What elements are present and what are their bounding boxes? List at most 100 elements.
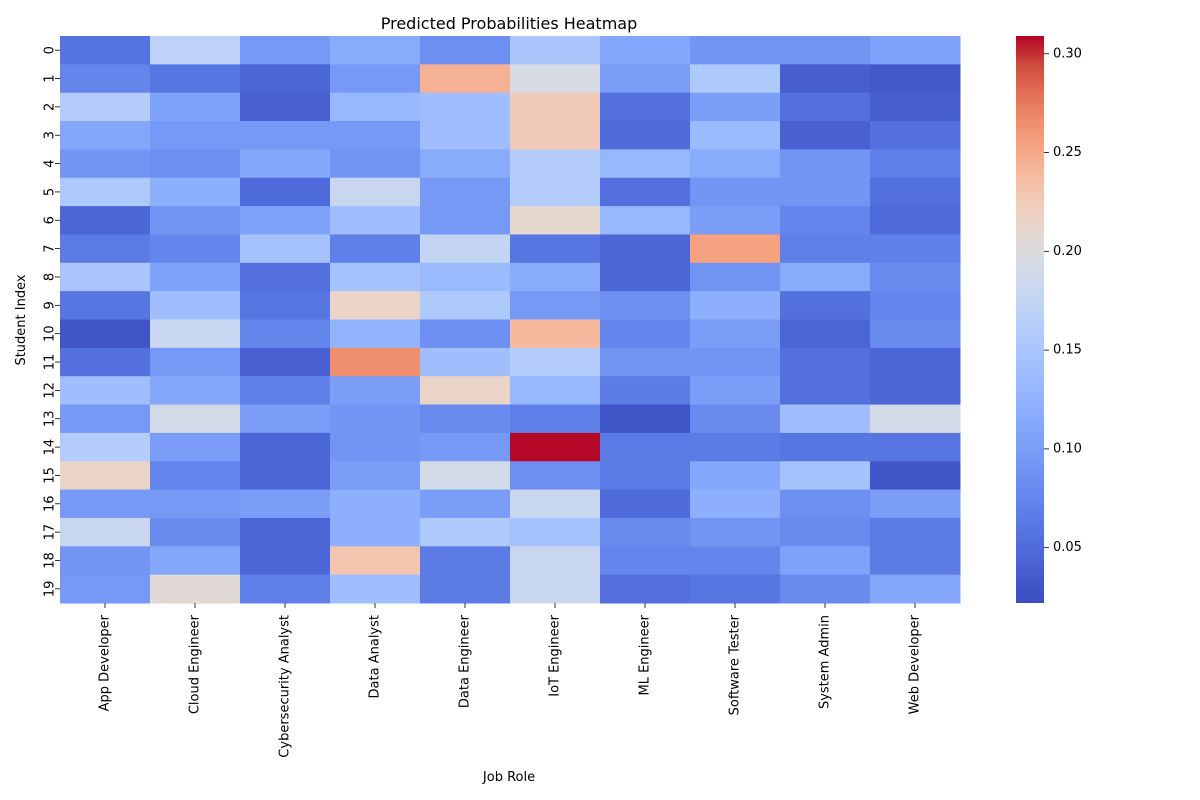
heatmap-cell	[330, 347, 421, 377]
y-tick-label: 19	[43, 581, 58, 598]
heatmap-cell	[150, 432, 241, 462]
heatmap-cell	[60, 92, 151, 122]
heatmap-cell	[600, 262, 691, 292]
heatmap-cell	[510, 517, 601, 547]
heatmap-cell	[690, 64, 781, 94]
y-tick-label: 0	[43, 46, 58, 54]
heatmap-cell	[780, 36, 871, 65]
heatmap-cell	[240, 347, 331, 377]
heatmap-cell	[60, 574, 151, 604]
heatmap-cell	[600, 546, 691, 576]
heatmap-cell	[240, 517, 331, 547]
heatmap-cell	[150, 121, 241, 150]
heatmap-cell	[150, 546, 241, 576]
heatmap-cell	[780, 149, 871, 179]
heatmap-cell	[420, 376, 511, 406]
heatmap-cell	[420, 36, 511, 65]
heatmap-cell	[60, 404, 151, 434]
heatmap-cell	[870, 262, 961, 292]
heatmap-cell	[690, 149, 781, 179]
y-axis-label: Student Index	[14, 274, 29, 365]
heatmap-cell	[240, 121, 331, 150]
heatmap-cell	[510, 234, 601, 264]
chart-title: Predicted Probabilities Heatmap	[381, 14, 638, 33]
heatmap-cell	[240, 432, 331, 462]
x-tick-label: System Admin	[818, 615, 833, 709]
heatmap-cell	[330, 92, 421, 122]
heatmap-cell	[240, 291, 331, 320]
heatmap-cell	[240, 376, 331, 406]
heatmap-cell	[420, 92, 511, 122]
heatmap-cell	[60, 432, 151, 462]
heatmap-cell	[60, 262, 151, 292]
heatmap-cell	[690, 177, 781, 207]
y-tick-label: 16	[43, 496, 58, 513]
heatmap-cell	[870, 489, 961, 519]
heatmap-cell	[60, 121, 151, 150]
x-axis-label: Job Role	[482, 770, 535, 785]
heatmap-cell	[240, 36, 331, 65]
heatmap-cell	[780, 262, 871, 292]
heatmap-cell	[150, 489, 241, 519]
heatmap-cell	[600, 574, 691, 604]
colorbar-ticks: 0.05 0.10 0.15 0.20 0.25 0.30	[1044, 46, 1082, 555]
x-tick-label: App Developer	[98, 614, 113, 711]
heatmap-cell	[420, 489, 511, 519]
y-tick-label: 15	[43, 467, 58, 484]
heatmap-cell	[420, 206, 511, 235]
heatmap-cell	[60, 489, 151, 519]
heatmap-cell	[330, 404, 421, 434]
heatmap-cell	[60, 234, 151, 264]
y-tick-label: 11	[43, 354, 58, 371]
heatmap-cell	[420, 64, 511, 94]
heatmap-cell	[780, 291, 871, 320]
heatmap-cell	[420, 461, 511, 491]
heatmap-cell	[510, 206, 601, 235]
heatmap-cell	[870, 291, 961, 320]
y-tick-label: 3	[43, 131, 58, 139]
heatmap-cell	[870, 574, 961, 604]
heatmap-cell	[780, 347, 871, 377]
heatmap-cell	[60, 64, 151, 94]
heatmap-cell	[60, 347, 151, 377]
heatmap-cell	[780, 206, 871, 235]
heatmap-cell	[420, 404, 511, 434]
heatmap-cell	[690, 234, 781, 264]
x-tick-label: Cybersecurity Analyst	[278, 615, 293, 758]
heatmap-cell	[600, 319, 691, 349]
heatmap-cell	[330, 461, 421, 491]
heatmap-cell	[600, 121, 691, 150]
heatmap-cell	[690, 546, 781, 576]
heatmap-cell	[600, 404, 691, 434]
heatmap-cell	[780, 121, 871, 150]
heatmap-cell	[690, 206, 781, 235]
y-tick-label: 5	[43, 188, 58, 196]
heatmap-cell	[420, 574, 511, 604]
heatmap-cell	[780, 546, 871, 576]
heatmap-cell	[60, 206, 151, 235]
y-tick-label: 18	[43, 552, 58, 569]
heatmap-cell	[690, 376, 781, 406]
x-tick-label: Data Engineer	[458, 614, 473, 708]
heatmap-cell	[420, 291, 511, 320]
heatmap-cell	[330, 121, 421, 150]
heatmap-cell	[690, 291, 781, 320]
heatmap-cell	[150, 262, 241, 292]
heatmap-cell	[870, 64, 961, 94]
heatmap-cell	[420, 121, 511, 150]
heatmap-cell	[420, 347, 511, 377]
y-tick-label: 13	[43, 410, 58, 427]
heatmap-cell	[870, 121, 961, 150]
heatmap-cell	[510, 404, 601, 434]
heatmap-cell	[60, 517, 151, 547]
heatmap-cell	[60, 376, 151, 406]
heatmap-cell	[420, 546, 511, 576]
heatmap-cell	[510, 376, 601, 406]
heatmap-cell	[600, 177, 691, 207]
heatmap-cell	[240, 461, 331, 491]
y-tick-label: 17	[43, 524, 58, 541]
heatmap-cell	[870, 404, 961, 434]
y-tick-label: 1	[43, 74, 58, 82]
